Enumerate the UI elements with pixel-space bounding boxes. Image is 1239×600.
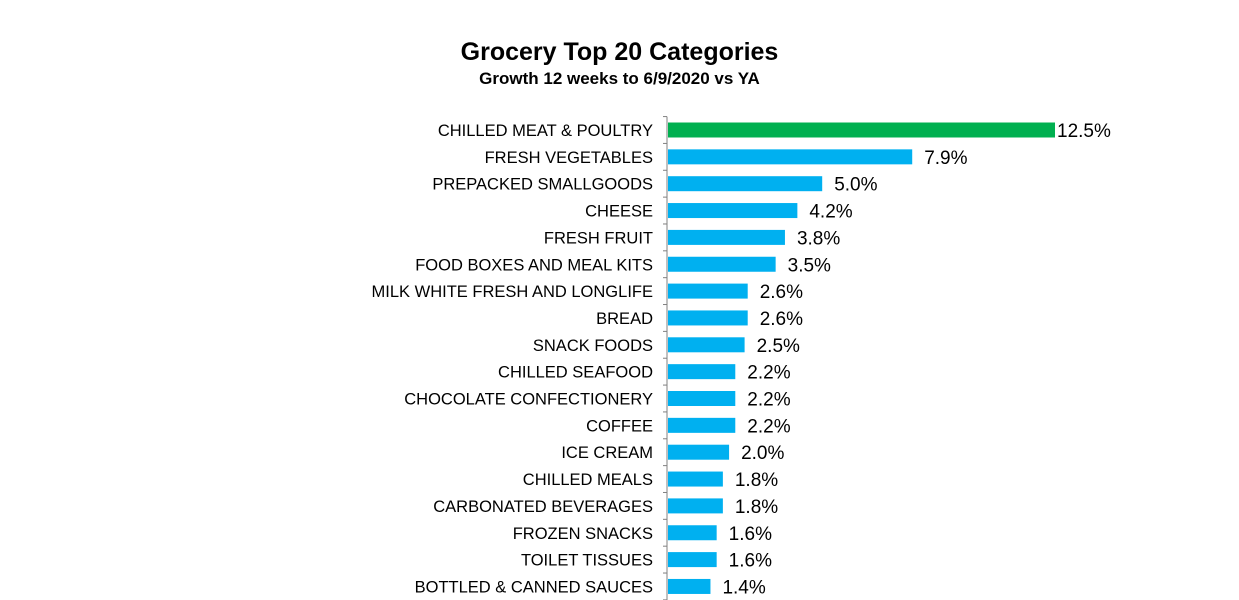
category-label: MILK WHITE FRESH AND LONGLIFE xyxy=(372,283,653,301)
value-label: 1.4% xyxy=(722,577,765,598)
value-label: 5.0% xyxy=(834,175,877,196)
category-labels: CHILLED MEAT & POULTRY FRESH VEGETABLES PR… xyxy=(372,122,654,596)
category-label: COFFEE xyxy=(586,417,653,435)
category-axis xyxy=(663,116,668,600)
category-label: CHILLED MEALS xyxy=(523,471,653,489)
bar xyxy=(668,229,785,245)
value-label: 1.6% xyxy=(729,551,772,572)
category-label: ICE CREAM xyxy=(561,444,653,462)
category-label: CARBONATED BEVERAGES xyxy=(433,498,653,516)
category-label: FRESH VEGETABLES xyxy=(485,149,653,167)
value-label: 2.2% xyxy=(747,416,790,437)
bar xyxy=(668,578,711,594)
chart-title: Grocery Top 20 Categories xyxy=(460,38,779,66)
value-label: 2.2% xyxy=(747,390,790,411)
category-label: FRESH FRUIT xyxy=(544,229,653,247)
bar xyxy=(668,552,717,568)
value-label: 1.8% xyxy=(735,470,778,491)
bar xyxy=(668,122,1055,138)
value-label: 4.2% xyxy=(809,202,852,223)
category-label: CHEESE xyxy=(585,203,653,221)
bar xyxy=(668,525,717,541)
value-labels: 12.5% 7.9% 5.0% 4.2% 3.8% 3.5% 2.6% 2.6% 2.5% 2.2… xyxy=(722,121,1111,598)
bars xyxy=(668,122,1055,594)
value-label: 2.2% xyxy=(747,363,790,384)
chart-subtitle: Growth 12 weeks to 6/9/2020 vs YA xyxy=(479,69,760,88)
bar xyxy=(668,256,776,272)
category-label: FOOD BOXES AND MEAL KITS xyxy=(415,256,653,274)
value-label: 3.5% xyxy=(788,255,831,276)
value-label: 3.8% xyxy=(797,228,840,249)
bar xyxy=(668,176,823,192)
value-label: 12.5% xyxy=(1057,121,1111,142)
value-label: 2.6% xyxy=(760,282,803,303)
category-label: CHILLED MEAT & POULTRY xyxy=(438,122,653,140)
value-label: 2.0% xyxy=(741,443,784,464)
bar xyxy=(668,149,913,165)
category-label: CHILLED SEAFOOD xyxy=(498,364,653,382)
bar xyxy=(668,364,736,380)
bar xyxy=(668,444,730,460)
category-label: BOTTLED & CANNED SAUCES xyxy=(415,578,653,596)
bar xyxy=(668,310,748,326)
bar xyxy=(668,471,723,487)
bar xyxy=(668,283,748,299)
value-label: 1.8% xyxy=(735,497,778,518)
value-label: 2.6% xyxy=(760,309,803,330)
category-label: SNACK FOODS xyxy=(533,337,653,355)
category-label: TOILET TISSUES xyxy=(521,552,653,570)
bar xyxy=(668,498,723,514)
category-label: PREPACKED SMALLGOODS xyxy=(432,176,653,194)
category-label: BREAD xyxy=(596,310,653,328)
bar xyxy=(668,417,736,433)
value-label: 2.5% xyxy=(757,336,800,357)
value-label: 1.6% xyxy=(729,524,772,545)
category-label: FROZEN SNACKS xyxy=(513,525,653,543)
category-label: CHOCOLATE CONFECTIONERY xyxy=(404,391,653,409)
bar xyxy=(668,391,736,406)
bar xyxy=(668,337,745,353)
bar xyxy=(668,203,798,219)
value-label: 7.9% xyxy=(924,148,967,169)
